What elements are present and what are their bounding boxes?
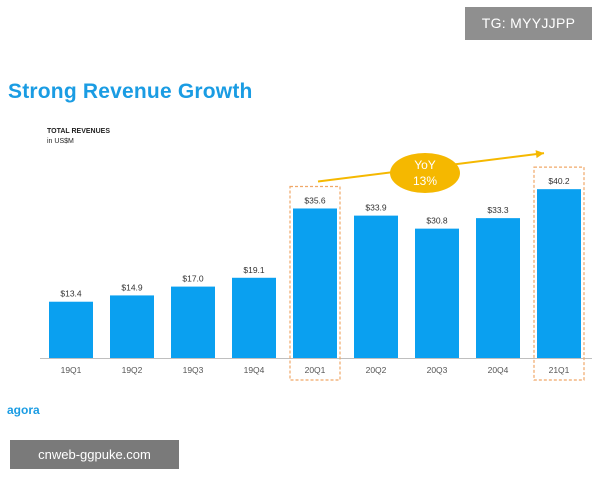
agora-logo: agora (7, 403, 40, 417)
bottom-watermark: cnweb-ggpuke.com (10, 440, 179, 469)
tick-label-20Q1: 20Q1 (305, 365, 326, 375)
bar-19Q2 (110, 295, 154, 358)
yoy-badge (390, 153, 460, 193)
yoy-label: YoY (414, 158, 436, 172)
tick-label-19Q4: 19Q4 (244, 365, 265, 375)
value-label-19Q1: $13.4 (60, 289, 82, 299)
highlight-box-20Q1 (289, 185, 341, 381)
chart-title: TOTAL REVENUES (47, 128, 111, 135)
tick-label-20Q2: 20Q2 (366, 365, 387, 375)
value-label-20Q4: $33.3 (487, 205, 509, 215)
bar-19Q1 (49, 301, 93, 358)
bar-20Q2 (354, 215, 398, 358)
top-watermark: TG: MYYJJPP (465, 7, 592, 40)
slide-title: Strong Revenue Growth (8, 80, 253, 103)
value-label-20Q1: $35.6 (304, 195, 326, 205)
value-label-21Q1: $40.2 (548, 176, 570, 186)
tick-label-19Q2: 19Q2 (122, 365, 143, 375)
chart-subtitle: in US$M (47, 138, 74, 145)
value-label-19Q4: $19.1 (243, 265, 265, 275)
bar-19Q3 (171, 286, 215, 358)
bar-20Q4 (476, 218, 520, 358)
bar-20Q3 (415, 228, 459, 358)
tick-label-20Q3: 20Q3 (427, 365, 448, 375)
value-label-19Q2: $14.9 (121, 282, 143, 292)
yoy-arrow-head (535, 150, 544, 159)
tick-label-20Q4: 20Q4 (488, 365, 509, 375)
value-label-20Q2: $33.9 (365, 203, 387, 213)
yoy-value: 13% (413, 174, 437, 188)
tick-label-21Q1: 21Q1 (549, 365, 570, 375)
value-label-19Q3: $17.0 (182, 274, 204, 284)
tick-label-19Q1: 19Q1 (61, 365, 82, 375)
bar-20Q1 (293, 208, 337, 358)
bar-19Q4 (232, 277, 276, 358)
value-label-20Q3: $30.8 (426, 216, 448, 226)
highlight-box-21Q1 (533, 166, 585, 381)
tick-label-19Q3: 19Q3 (183, 365, 204, 375)
bar-21Q1 (537, 189, 581, 358)
